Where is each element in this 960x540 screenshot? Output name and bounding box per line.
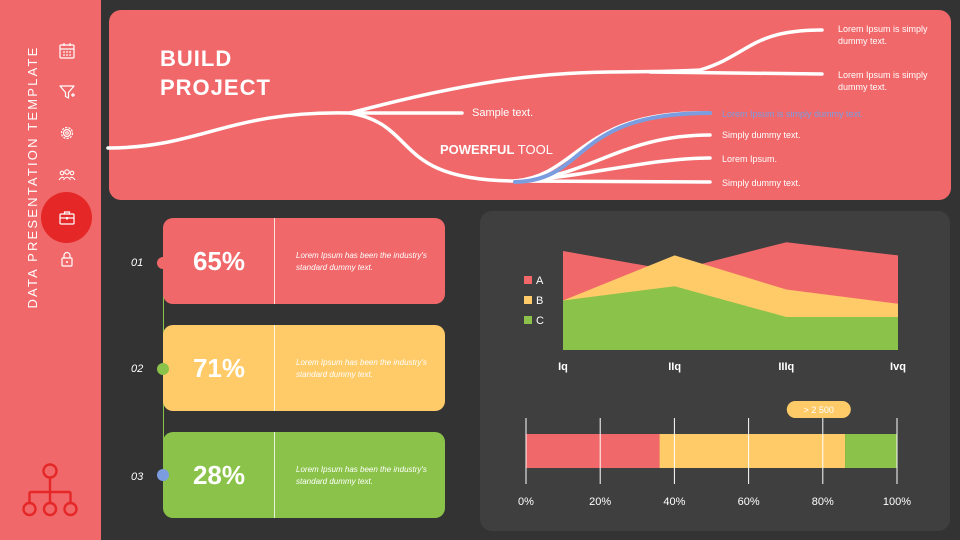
annotation-label: > 2 500 [804,405,834,415]
legend-label: A [536,275,544,287]
stat-description: Lorem Ipsum has been the industry's stan… [296,251,427,272]
x-tick-label: 20% [589,496,611,508]
x-tick-label: 0% [518,496,534,508]
card-number: 02 [131,363,144,375]
x-tick-label: 40% [663,496,685,508]
legend-label: C [536,315,544,327]
stat-description: Lorem Ipsum has been the industry's stan… [296,465,427,486]
bar-segment [659,434,846,468]
x-tick-label: Iq [558,361,568,373]
x-tick-label: 60% [738,496,760,508]
briefcase-icon[interactable] [58,209,76,227]
sidebar: DATA PRESENTATION TEMPLATE [0,0,101,540]
lock-icon[interactable] [58,250,76,268]
x-tick-label: 100% [883,496,911,508]
branch-label-6: Simply dummy text. [722,178,801,188]
highlight-branch [513,111,712,184]
annotation-badge [786,401,851,418]
stat-percent: 28% [192,460,246,490]
team-icon[interactable] [58,166,76,184]
stat-percent: 65% [192,246,246,276]
bar-segment [526,434,660,468]
hero-title: BUILD PROJECT [160,46,271,100]
stat-percent: 71% [192,353,246,383]
card-number: 01 [131,257,144,269]
org-chart-icon [22,463,78,517]
hero-banner [109,10,951,200]
calendar-icon[interactable] [58,42,76,60]
legend-swatch [524,296,532,304]
card-number: 03 [131,471,144,483]
x-tick-label: IIIq [778,361,794,373]
bar-segment [845,434,897,468]
x-tick-label: IIq [668,361,681,373]
legend-swatch [524,276,532,284]
funnel-icon[interactable] [58,83,76,101]
legend-label: B [536,295,543,307]
x-tick-label: Ivq [890,361,906,373]
stat-card: 28% Lorem Ipsum has been the industry's … [163,432,445,518]
timeline-dot [157,257,169,269]
card-divider [274,218,275,304]
stat-description: Lorem Ipsum has been the industry's stan… [296,358,427,379]
stat-card: 71% Lorem Ipsum has been the industry's … [163,325,445,411]
card-divider [274,325,275,411]
x-tick-label: 80% [812,496,834,508]
branch-label-5: Lorem Ipsum. [722,154,778,164]
branch-label-3: Lorem Ipsum is simply dummy text. [722,109,864,119]
sample-text: Sample text. [472,107,534,119]
timeline-dot [157,363,169,375]
card-divider [274,432,275,518]
area-series-c [563,286,898,350]
branch-label-2: Lorem Ipsum is simply dummy text. [838,70,928,92]
branch-label-1: Lorem Ipsum is simply dummy text. [838,24,928,46]
gear-icon[interactable] [58,124,76,142]
legend-swatch [524,316,532,324]
timeline-dot [157,469,169,481]
branch-label-4: Simply dummy text. [722,130,801,140]
powerful-tool-label: POWERFUL TOOL [440,142,553,157]
stat-card: 65% Lorem Ipsum has been the industry's … [163,218,445,304]
